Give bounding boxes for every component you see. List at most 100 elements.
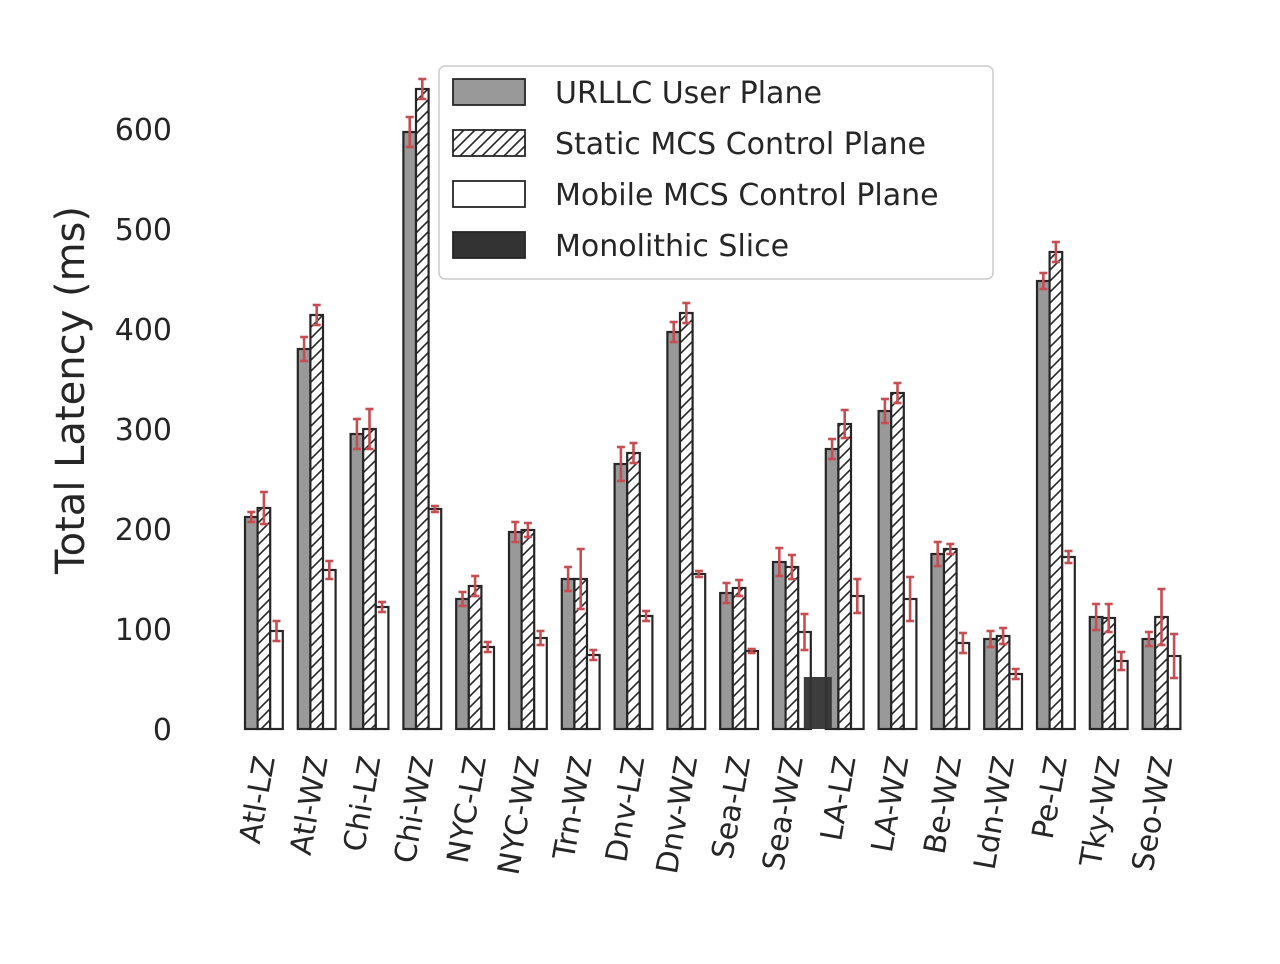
bar-Dnv-LZ-2 [638, 614, 654, 731]
error-bar-Pe-LZ-0 [1039, 271, 1048, 291]
bar-Pe-LZ-2 [1061, 555, 1076, 731]
y-tick-label: 200 [115, 513, 172, 548]
error-bar-Chi-LZ-0 [352, 417, 361, 451]
y-tick-label: 500 [115, 213, 172, 248]
y-tick-label: 600 [115, 113, 172, 148]
bar-Atl-LZ-0 [243, 515, 259, 731]
bar-Sea-LZ-0 [719, 591, 734, 731]
bar-NYC-WZ-2 [533, 636, 548, 731]
y-axis-label: Total Latency (ms) [48, 206, 94, 575]
error-bar-Sea-LZ-0 [722, 581, 731, 605]
x-tick-label: Tky-WZ [1074, 753, 1128, 870]
bar-Sea-WZ-1 [784, 565, 800, 731]
bar-NYC-WZ-0 [507, 530, 523, 731]
error-bar-Atl-LZ-1 [259, 490, 268, 526]
y-tick-label: 100 [115, 613, 172, 648]
bar-NYC-LZ-0 [455, 597, 470, 731]
error-bar-LA-LZ-0 [828, 437, 837, 461]
x-tick-label: Trn-WZ [547, 753, 600, 863]
error-bar-Sea-LZ-2 [747, 647, 756, 655]
bar-Dnv-LZ-1 [626, 451, 641, 731]
error-bar-NYC-WZ-1 [523, 521, 532, 539]
error-bar-NYC-LZ-0 [458, 590, 467, 608]
bar-Chi-LZ-2 [374, 605, 390, 731]
bar-Tky-WZ-0 [1088, 615, 1104, 731]
x-tick-label: Atl-LZ [233, 753, 283, 846]
bar-Pe-LZ-0 [1035, 279, 1051, 731]
error-bar-Atl-WZ-2 [325, 559, 334, 581]
bar-Dnv-WZ-1 [678, 311, 694, 731]
legend-swatch [452, 78, 526, 106]
error-bar-Seo-WZ-0 [1144, 630, 1153, 648]
error-bar-Seo-WZ-1 [1157, 587, 1166, 647]
legend-swatch [452, 231, 526, 259]
error-bar-Dnv-LZ-0 [616, 445, 625, 483]
bar-Pe-LZ-1 [1048, 250, 1064, 731]
legend-item: URLLC User Plane [452, 76, 822, 111]
bar-Atl-LZ-1 [256, 506, 272, 731]
legend-frame [438, 65, 994, 280]
bar-Atl-WZ-0 [296, 347, 312, 731]
error-bar-LA-LZ-1 [840, 408, 849, 440]
x-tick-label: Atl-WZ [284, 753, 336, 857]
bar-Chi-WZ-1 [414, 87, 430, 731]
error-bar-Be-WZ-0 [933, 540, 942, 568]
error-bar-Sea-LZ-1 [735, 578, 744, 598]
error-bar-Sea-WZ-1 [787, 553, 796, 581]
bar-LA-LZ-monolithic [803, 677, 832, 729]
bar-Dnv-LZ-0 [613, 462, 629, 731]
x-tick-label: Dnv-LZ [599, 753, 652, 865]
error-bar-Dnv-LZ-1 [629, 441, 638, 465]
bar-Sea-WZ-0 [771, 560, 787, 731]
bar-Sea-LZ-2 [744, 649, 760, 731]
bar-LA-WZ-0 [877, 409, 893, 731]
bar-Trn-WZ-2 [585, 653, 601, 731]
bar-Tky-WZ-1 [1101, 616, 1117, 731]
error-bar-Chi-WZ-0 [405, 115, 414, 149]
legend-label: Monolithic Slice [555, 229, 789, 264]
error-bar-Atl-WZ-1 [312, 303, 321, 327]
x-tick-label: Sea-WZ [756, 753, 811, 873]
error-bar-NYC-LZ-2 [483, 640, 492, 654]
bar-Trn-WZ-0 [560, 577, 576, 731]
bar-NYC-WZ-1 [520, 528, 536, 731]
error-bar-Chi-LZ-1 [365, 407, 374, 451]
x-tick-label: Dnv-WZ [650, 753, 705, 876]
error-bar-Be-WZ-2 [958, 631, 967, 655]
legend-swatch [452, 129, 526, 157]
legend-label: Mobile MCS Control Plane [555, 178, 939, 213]
error-bar-Dnv-WZ-0 [669, 320, 678, 344]
bar-Atl-WZ-2 [321, 568, 337, 731]
error-bar-Chi-LZ-2 [378, 600, 387, 614]
bar-Seo-WZ-0 [1141, 637, 1157, 731]
bar-Ldn-WZ-2 [1008, 672, 1024, 731]
bar-Atl-WZ-1 [309, 313, 325, 731]
error-bar-Ldn-WZ-2 [1011, 667, 1020, 681]
error-bar-NYC-WZ-0 [511, 520, 520, 544]
bar-Atl-LZ-2 [269, 629, 284, 731]
x-tick-label: NYC-LZ [441, 753, 494, 866]
error-bar-Dnv-WZ-2 [694, 569, 703, 579]
legend-item: Monolithic Slice [452, 229, 789, 264]
y-tick-label: 400 [115, 313, 172, 348]
bar-Ldn-WZ-0 [983, 637, 998, 731]
bar-Ldn-WZ-1 [995, 634, 1011, 731]
x-tick-label: Pe-LZ [1026, 753, 1075, 841]
error-bar-Trn-WZ-2 [589, 648, 598, 662]
error-bar-NYC-WZ-2 [536, 629, 545, 647]
y-tick-label: 300 [115, 413, 172, 448]
bar-Be-WZ-0 [930, 552, 946, 731]
bar-LA-LZ-1 [837, 422, 853, 731]
error-bar-Tky-WZ-1 [1104, 602, 1113, 634]
error-bar-LA-LZ-2 [853, 577, 862, 615]
error-bar-Be-WZ-1 [946, 542, 955, 556]
bar-Chi-LZ-1 [362, 427, 377, 731]
bar-LA-WZ-1 [890, 391, 905, 731]
x-tick-label: Chi-LZ [337, 753, 388, 854]
legend-item: Mobile MCS Control Plane [452, 178, 939, 213]
error-bar-Chi-WZ-1 [418, 77, 427, 101]
error-bar-Trn-WZ-0 [564, 565, 573, 593]
y-axis: 0 100 200 300 400 500 600 [115, 113, 172, 748]
